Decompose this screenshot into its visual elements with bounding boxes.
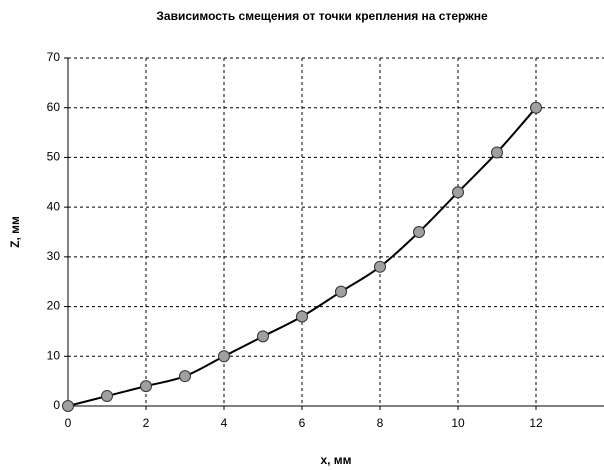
y-axis-label: Z, мм	[8, 216, 22, 248]
x-axis-label: x, мм	[320, 453, 351, 467]
point	[296, 310, 308, 323]
y-tick-label: 40	[47, 199, 61, 213]
x-tick-label: 6	[299, 416, 306, 430]
x-tick-label: 4	[221, 416, 228, 430]
point	[101, 390, 113, 403]
point	[413, 226, 425, 238]
point	[140, 380, 152, 393]
y-tick-label: 50	[47, 150, 61, 164]
y-tick-label: 70	[47, 50, 61, 64]
point	[218, 350, 230, 363]
point	[179, 370, 191, 383]
point	[452, 186, 464, 199]
x-tick-label: 12	[529, 416, 543, 430]
chart-title: Зависимость смещения от точки крепления …	[156, 9, 488, 23]
x-tick-label: 2	[143, 416, 150, 430]
y-tick-label: 20	[47, 299, 61, 313]
x-tick-label: 8	[377, 416, 384, 430]
y-tick-label: 10	[47, 348, 61, 362]
point	[335, 285, 347, 298]
y-tick-label: 30	[47, 249, 61, 263]
x-tick-label: 10	[451, 416, 465, 430]
y-tick-label: 60	[47, 100, 61, 114]
point	[62, 400, 74, 412]
point	[257, 330, 269, 343]
point	[530, 101, 542, 114]
x-tick-label: 0	[65, 416, 72, 430]
point	[374, 260, 386, 273]
y-tick-label: 0	[53, 398, 60, 412]
point	[491, 146, 503, 159]
